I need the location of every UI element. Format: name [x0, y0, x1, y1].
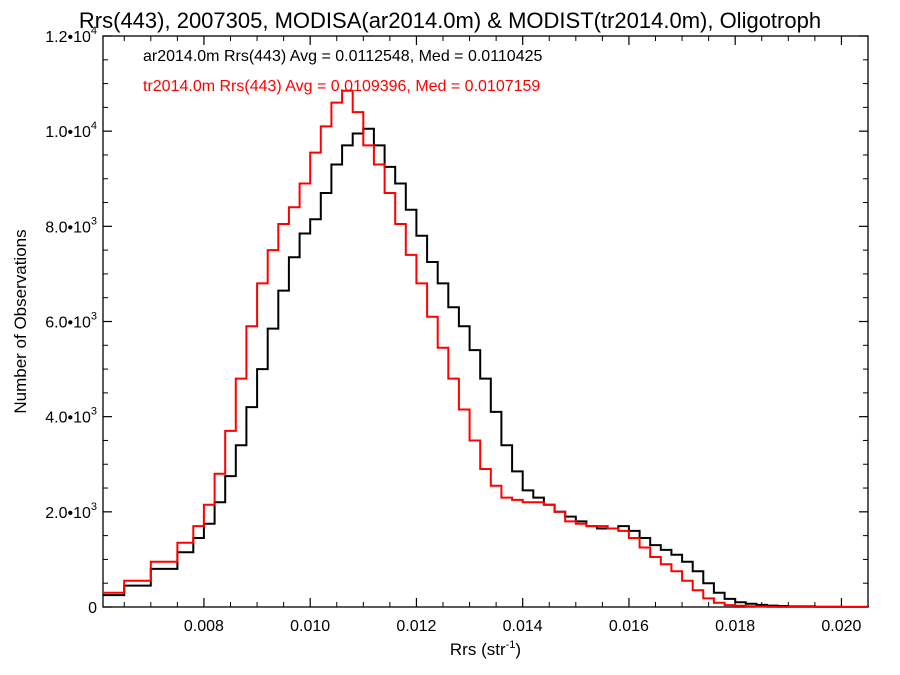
x-tick-label: 0.020: [821, 618, 861, 635]
x-tick-label: 0.014: [503, 618, 543, 635]
histogram-series-2: [103, 89, 868, 608]
x-tick-label: 0.016: [609, 618, 649, 635]
plot-frame: [102, 35, 869, 608]
legend-entry-2: tr2014.0m Rrs(443) Avg = 0.0109396, Med …: [143, 78, 540, 95]
x-tick-label: 0.012: [396, 618, 436, 635]
y-tick-label: 1.2•104: [45, 25, 97, 46]
y-tick-label: 8.0•103: [45, 215, 97, 236]
chart-title: Rrs(443), 2007305, MODISA(ar2014.0m) & M…: [79, 8, 821, 33]
y-tick-label: 6.0•103: [45, 311, 97, 332]
x-tick-label: 0.018: [715, 618, 755, 635]
y-tick-label: 2.0•103: [45, 501, 97, 522]
y-axis-ticks: 0 2.0•103 4.0•103 6.0•103 8.0•103 1.0•104 1.2•…: [45, 25, 868, 617]
x-axis-label: Rrs (str-1): [450, 639, 521, 659]
series-layer: [103, 89, 869, 608]
x-axis-ticks: 0.008 0.010 0.012 0.014 0.016 0.018 0.020: [123, 36, 862, 635]
y-axis-label: Number of Observations: [11, 229, 30, 413]
legend-entry-1: ar2014.0m Rrs(443) Avg = 0.0112548, Med …: [143, 48, 542, 65]
histogram-series-1: [103, 127, 869, 608]
x-tick-label: 0.010: [290, 618, 330, 635]
y-tick-label: 4.0•103: [45, 406, 97, 427]
legend: ar2014.0m Rrs(443) Avg = 0.0112548, Med …: [143, 48, 542, 95]
y-tick-label: 1.0•104: [45, 120, 97, 141]
x-tick-label: 0.008: [184, 618, 224, 635]
y-tick-label: 0: [88, 600, 97, 617]
